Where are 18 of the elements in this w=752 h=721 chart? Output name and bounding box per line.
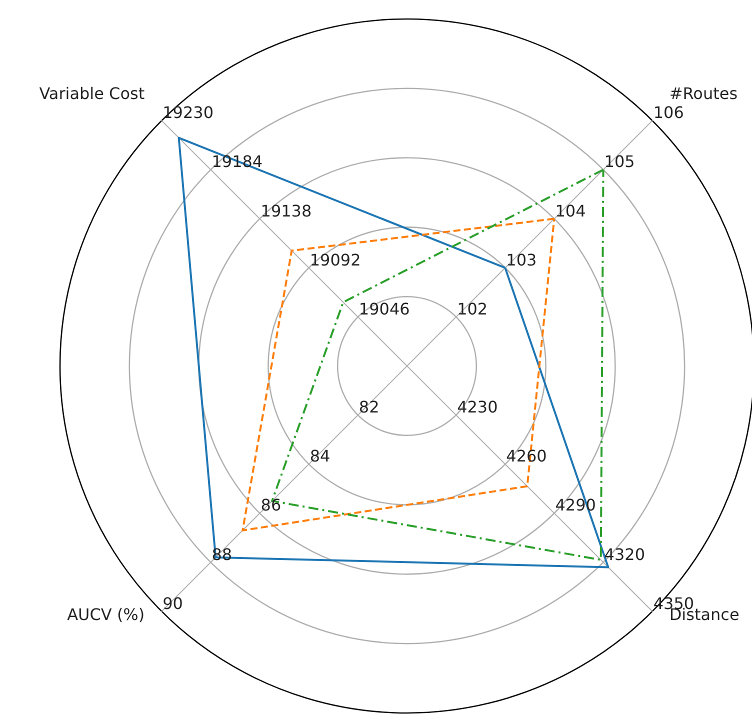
text: 4320 xyxy=(604,544,646,564)
text: 84 xyxy=(310,446,330,466)
spoke-label: AUCV (%) xyxy=(67,604,145,624)
text: 4230 xyxy=(457,398,498,417)
text: 102 xyxy=(457,299,488,318)
text: 19046 xyxy=(358,299,410,318)
spoke-label: #Routes xyxy=(669,84,738,104)
text: 104 xyxy=(555,201,586,220)
spoke-label: Variable Cost xyxy=(39,84,145,104)
text: 103 xyxy=(506,250,537,270)
text: 86 xyxy=(260,496,282,515)
text: 105 xyxy=(604,152,635,172)
text: 19138 xyxy=(260,201,312,220)
text: 106 xyxy=(653,103,684,122)
text: 90 xyxy=(162,594,183,613)
text: 82 xyxy=(358,398,380,417)
text: 19092 xyxy=(310,250,361,270)
text: 4260 xyxy=(506,446,547,466)
